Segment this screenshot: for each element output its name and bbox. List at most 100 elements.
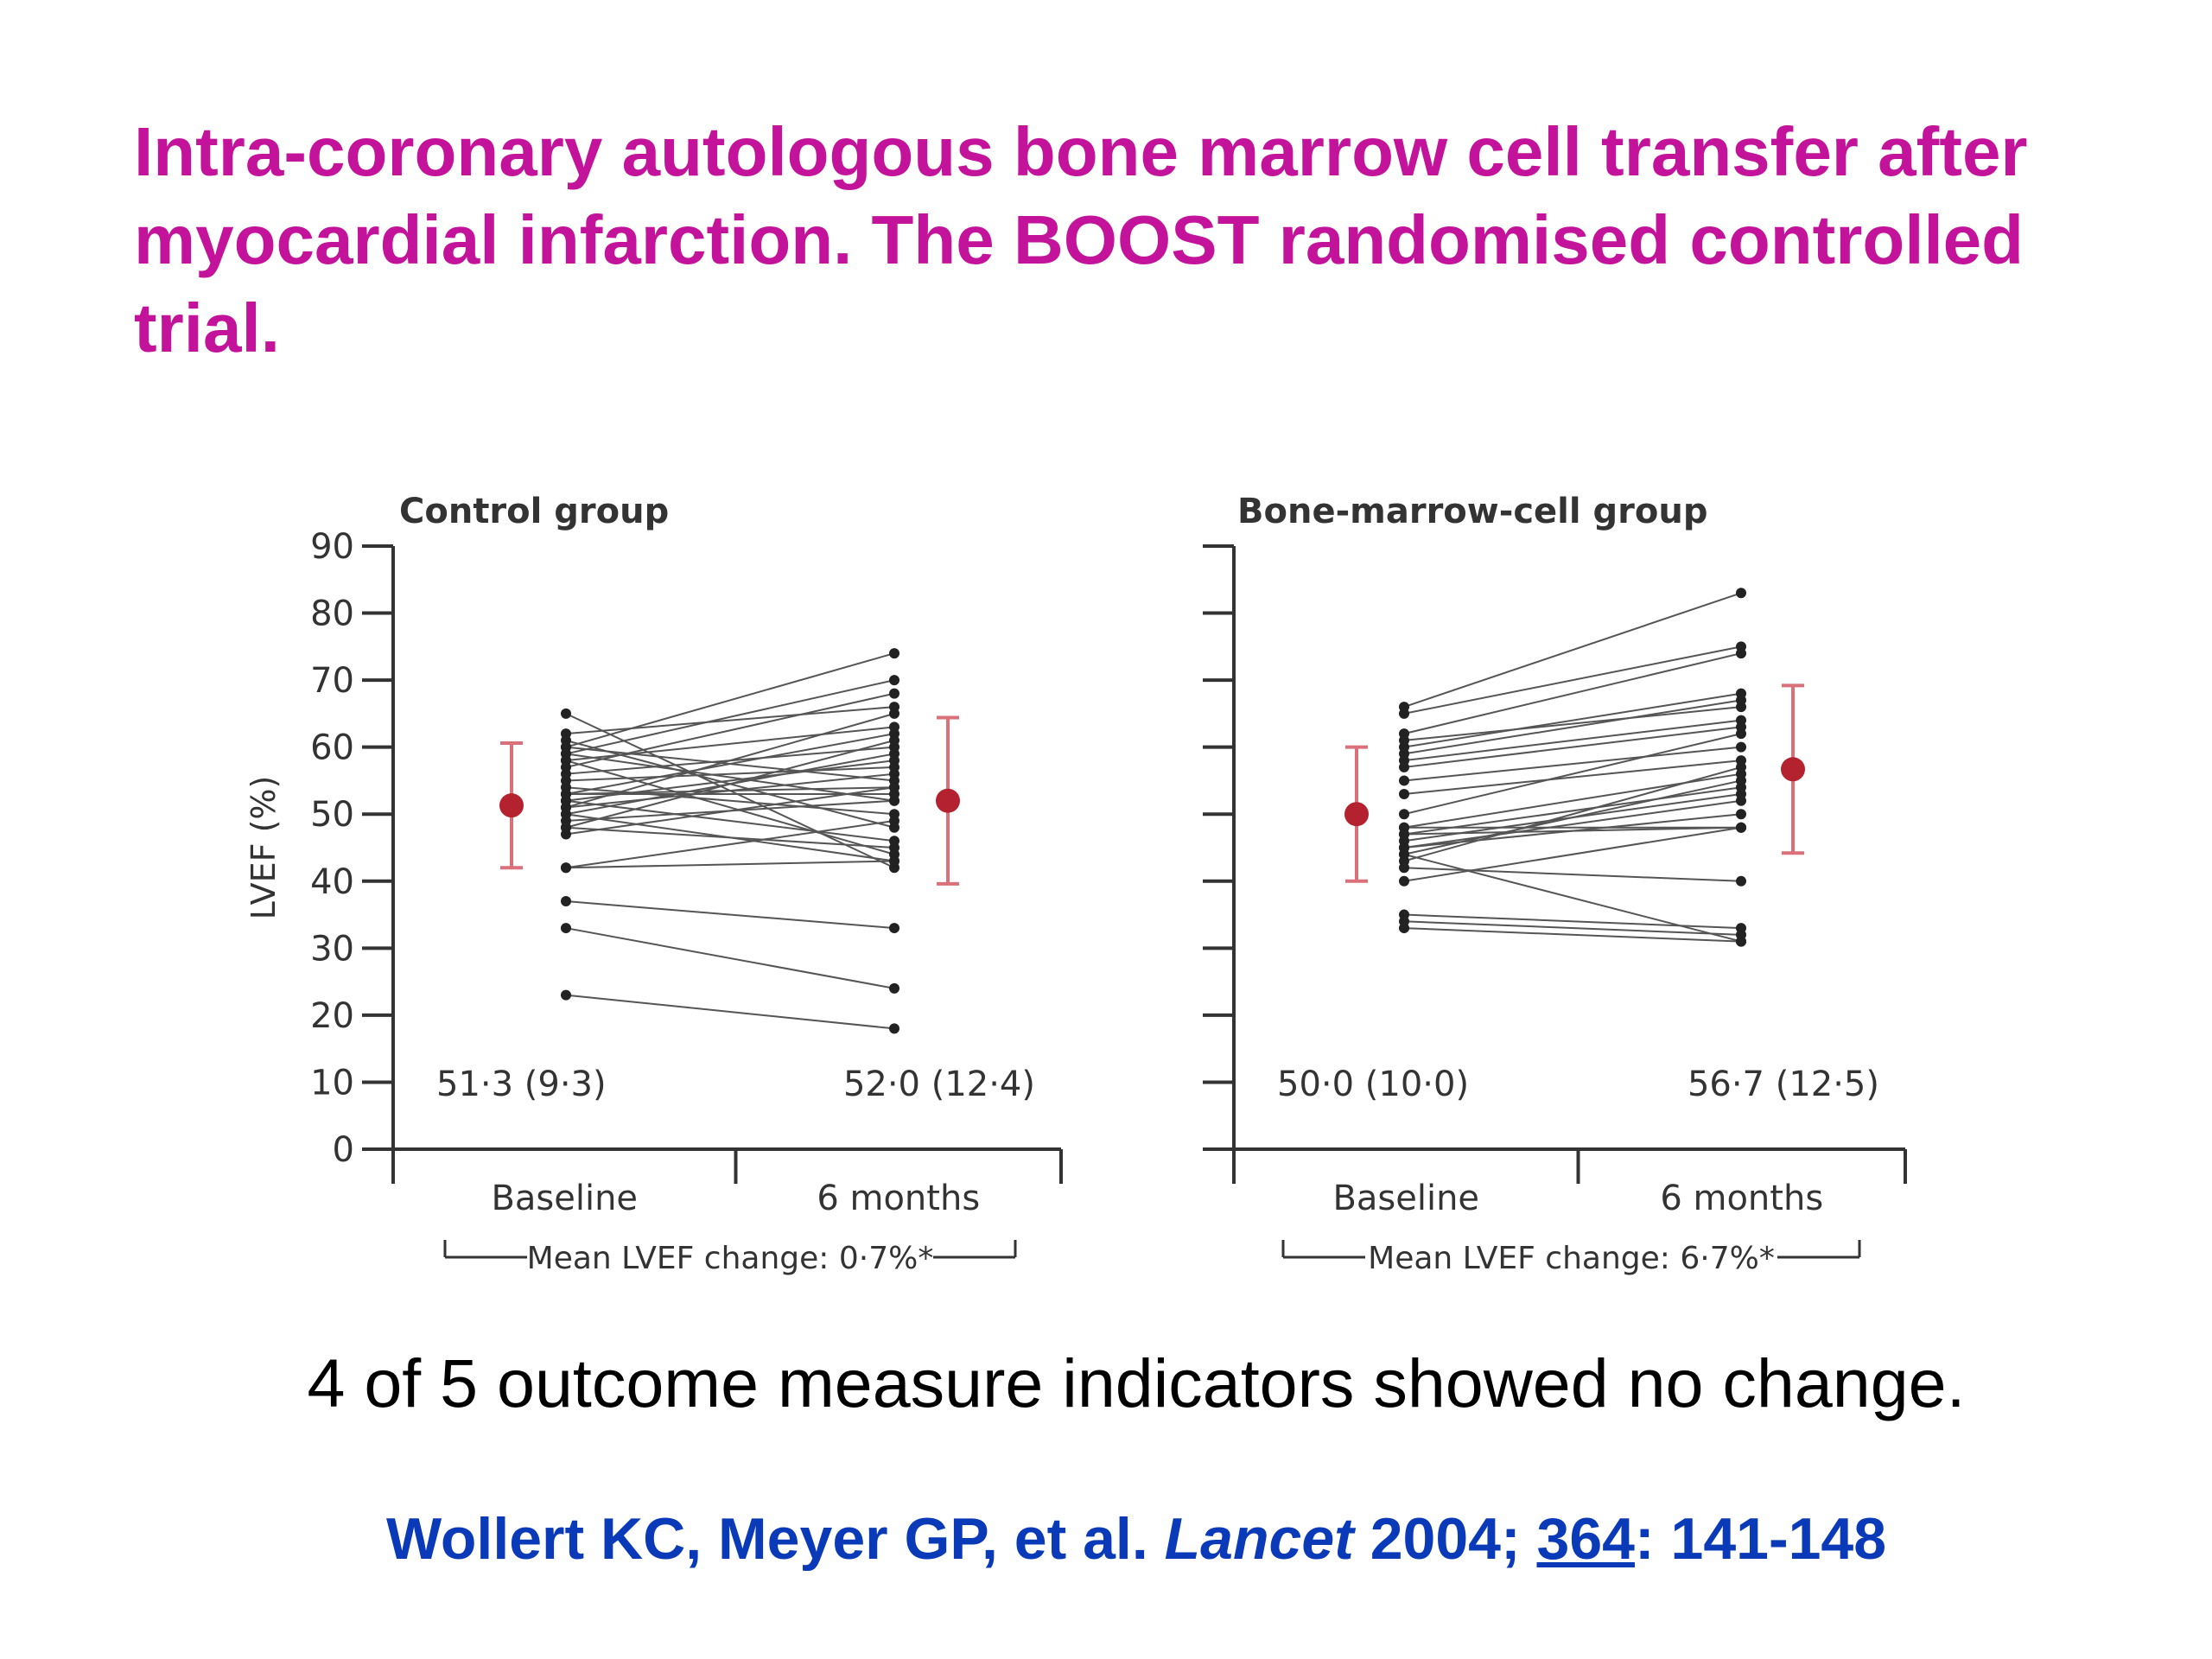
citation-authors: Wollert KC, Meyer GP, et al. [385, 1506, 1165, 1572]
patient-line [1403, 786, 1742, 836]
six-month-point [889, 982, 899, 994]
baseline-point [1399, 862, 1409, 874]
six-month-point [889, 688, 899, 699]
six-month-point [1736, 936, 1746, 947]
patient-line [565, 652, 895, 748]
x-category-label: Baseline [1332, 1179, 1479, 1218]
six-month-point [1736, 648, 1746, 659]
six-month-point [1736, 775, 1746, 786]
y-axis-label: LVEF (%) [245, 776, 283, 920]
baseline-point [561, 923, 571, 934]
patient-line [565, 679, 895, 755]
y-tick-label: 80 [310, 594, 354, 634]
patient-line [565, 760, 895, 855]
y-tick-label: 0 [333, 1130, 354, 1170]
baseline-point [1399, 809, 1409, 820]
patient-line [1403, 699, 1742, 755]
summary-label: 52·0 (12·4) [843, 1065, 1035, 1104]
panel-title: Control group [399, 492, 669, 531]
baseline-point [561, 896, 571, 907]
six-month-point [1736, 795, 1746, 806]
patient-line [565, 733, 895, 795]
patient-line [1403, 652, 1742, 735]
y-tick-label: 40 [310, 862, 354, 902]
slide-subtitle: 4 of 5 outcome measure indicators showed… [307, 1344, 1966, 1421]
y-tick-label: 10 [310, 1063, 354, 1103]
six-month-point [1736, 809, 1746, 820]
y-tick-label: 20 [310, 996, 354, 1036]
patient-line [1403, 766, 1742, 862]
patient-line [1403, 799, 1742, 849]
citation-journal: Lancet [1164, 1506, 1354, 1572]
patient-line [565, 786, 895, 836]
six-month-point [889, 708, 899, 719]
six-month-point [1736, 588, 1746, 599]
patient-line [565, 706, 895, 735]
mean-change-label: Mean LVEF change: 0·7%* [527, 1241, 934, 1276]
patient-line [1403, 645, 1742, 715]
baseline-point [561, 829, 571, 840]
baseline-point [1399, 708, 1409, 719]
baseline-point [1399, 923, 1409, 934]
citation-pages: : 141-148 [1634, 1506, 1887, 1572]
patient-line [565, 900, 895, 930]
citation-year: 2004; [1353, 1506, 1537, 1572]
six-month-point [889, 795, 899, 806]
patient-line [565, 766, 895, 782]
six-month-point [889, 748, 899, 760]
y-tick-label: 50 [310, 795, 354, 835]
baseline-point [1399, 875, 1409, 887]
patient-line [1403, 760, 1742, 795]
baseline-point [1399, 775, 1409, 786]
baseline-point [561, 989, 571, 1001]
patient-line [1403, 706, 1742, 741]
baseline-point [1399, 761, 1409, 772]
y-tick-label: 90 [310, 527, 354, 567]
six-month-point [889, 855, 899, 867]
six-month-point [889, 1023, 899, 1034]
y-tick-label: 70 [310, 661, 354, 701]
patient-line [1403, 746, 1742, 782]
six-month-point [889, 648, 899, 659]
slide-title: Intra-coronary autologous bone marrow ce… [134, 113, 2028, 366]
baseline-point [561, 708, 571, 719]
baseline-point [561, 862, 571, 874]
x-category-label: 6 months [817, 1179, 980, 1218]
patient-line [1403, 853, 1742, 943]
patient-line [1403, 719, 1742, 762]
six-month-point [1736, 822, 1746, 833]
mean-marker [936, 788, 960, 813]
six-month-point [889, 842, 899, 853]
patient-line [565, 860, 895, 869]
baseline-point [1399, 788, 1409, 799]
patient-line [1403, 867, 1742, 882]
six-month-point [889, 815, 899, 826]
panel-title: Bone-marrow-cell group [1237, 492, 1707, 531]
patient-line [1403, 692, 1742, 748]
patient-line [565, 772, 895, 809]
six-month-point [1736, 695, 1746, 706]
six-month-point [889, 734, 899, 746]
six-month-point [1736, 741, 1746, 753]
patient-line [565, 927, 895, 989]
six-month-point [889, 675, 899, 686]
citation-volume: 364 [1536, 1506, 1635, 1572]
summary-label: 51·3 (9·3) [436, 1065, 607, 1104]
patient-line [565, 994, 895, 1030]
six-month-point [1736, 761, 1746, 772]
six-month-point [889, 768, 899, 779]
patient-line [565, 739, 895, 829]
patient-line [1403, 726, 1742, 768]
x-category-label: Baseline [491, 1179, 638, 1218]
six-month-point [889, 782, 899, 793]
patient-line [565, 819, 895, 869]
y-tick-label: 60 [310, 728, 354, 768]
x-category-label: 6 months [1660, 1179, 1823, 1218]
six-month-point [1736, 728, 1746, 740]
patient-line [1403, 913, 1742, 930]
citation: Wollert KC, Meyer GP, et al. Lancet 2004… [0, 1505, 2212, 1573]
mean-marker [499, 793, 524, 818]
patient-line [1403, 779, 1742, 855]
mean-marker [1344, 802, 1369, 827]
